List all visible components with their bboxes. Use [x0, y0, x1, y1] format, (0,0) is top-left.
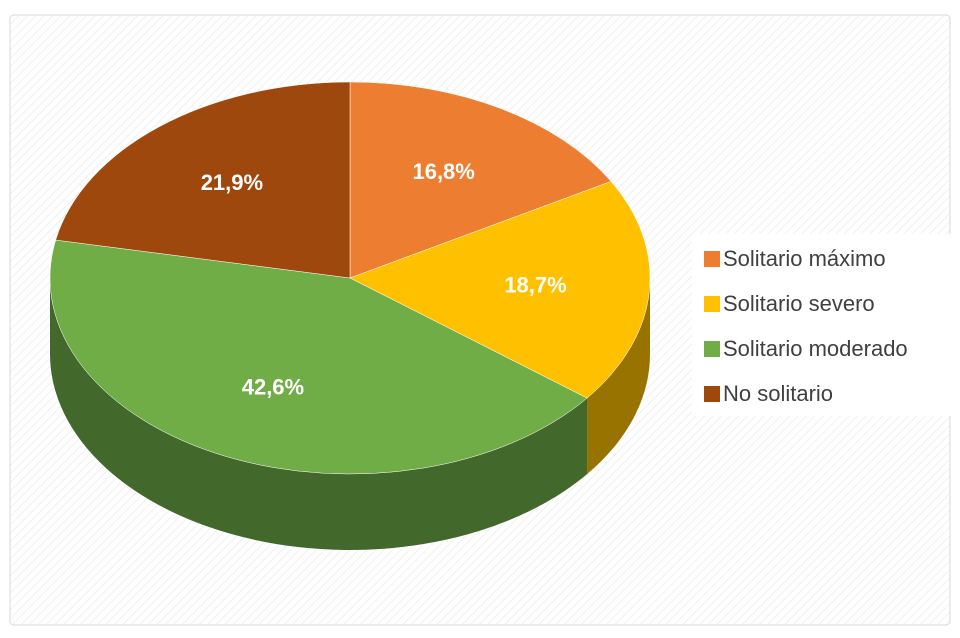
- pie-slice: [55, 81, 351, 279]
- data-label: 42,6%: [242, 374, 304, 399]
- pie-slice: [349, 81, 612, 279]
- legend-label: No solitario: [723, 381, 833, 406]
- legend-box: [692, 234, 952, 416]
- pie-side: [49, 278, 588, 551]
- pie-slice: [349, 181, 651, 399]
- legend-label: Solitario severo: [723, 291, 875, 316]
- data-label: 18,7%: [504, 273, 566, 298]
- legend-swatch: [704, 251, 720, 267]
- legend: Solitario máximo Solitario severo Solitari…: [704, 246, 908, 406]
- legend-label: Solitario máximo: [723, 246, 886, 271]
- pie: 16,8% 18,7% 42,6% 21,9%: [49, 81, 651, 551]
- legend-label: Solitario moderado: [723, 336, 908, 361]
- pie-slice: [49, 239, 588, 475]
- legend-swatch: [704, 341, 720, 357]
- legend-swatch: [704, 296, 720, 312]
- data-label: 16,8%: [412, 159, 474, 184]
- data-label: 21,9%: [201, 170, 263, 195]
- legend-swatch: [704, 386, 720, 402]
- pie-side: [587, 278, 650, 475]
